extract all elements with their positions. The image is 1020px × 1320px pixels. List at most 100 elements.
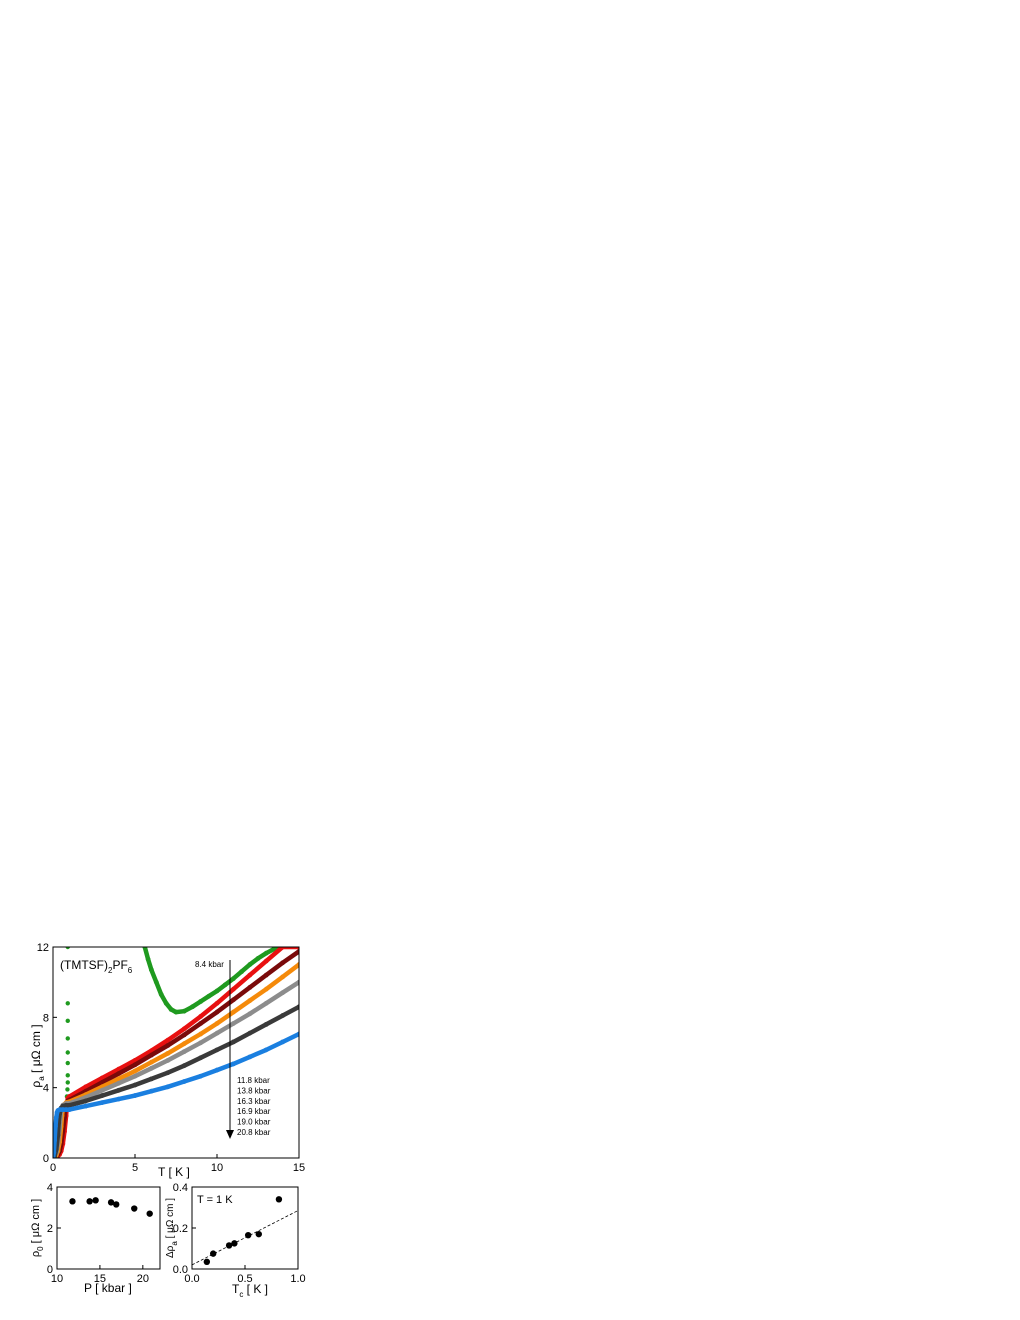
series-0-point [142,947,148,950]
series-4-point [165,1050,171,1056]
series-2-point [198,1014,204,1019]
series-0-point [153,979,159,985]
bl-x-axis-label: P [ kbar ] [84,1281,132,1295]
series-0-point [168,1007,174,1012]
br-y-ticks: 0.0 0.2 0.4 [173,1182,196,1276]
series-1-point [65,1050,70,1055]
series-1-point [65,947,70,950]
series-0-point [206,993,212,999]
series-2-point [231,986,236,992]
main-y-ticks: 0 4 8 12 [37,942,57,1165]
series-7-point [53,1115,59,1120]
series-6-point [67,1102,72,1108]
y-tick-label: 0 [47,1264,53,1276]
series-0-point [247,962,253,967]
series-3-point [181,1032,187,1038]
series-6-point [116,1087,121,1093]
series-5-point [116,1080,121,1086]
series-5-point [132,1073,138,1079]
series-2-point [165,1037,171,1043]
series-3-point [198,1021,204,1026]
main-series-group [53,947,299,1158]
bl-y-axis-label: ρ0 [ μΩ cm ] [30,1199,45,1257]
legend-entry: 20.8 kbar [237,1128,271,1137]
bl-x-ticks: 10 15 20 [51,1265,149,1285]
series-2-point [181,1026,187,1032]
series-7-point [67,1107,72,1113]
bl-data-point [86,1198,93,1205]
br-data-point [244,1231,252,1239]
series-2-point [83,1084,89,1090]
series-1-point [65,1073,70,1078]
series-7-point [181,1079,187,1084]
series-1-point [65,1080,70,1085]
series-0-point [239,969,245,975]
series-0-point [163,1000,169,1006]
series-1-point [65,1018,70,1024]
delta-rho-vs-tc-chart: 0.0 0.5 1.0 0.0 0.2 0.4 T = 1 K Tc [ K ] Δρa… [165,1182,306,1299]
series-6-point [99,1093,105,1098]
br-data-point [275,1196,283,1203]
series-4-point [181,1041,187,1047]
series-7-point [198,1073,204,1079]
series-2-point [280,947,285,950]
x-tick-label: 0 [50,1162,56,1174]
br-y-axis-label: Δρa [ μΩ cm ] [165,1198,179,1258]
series-7-point [57,1107,62,1113]
series-3-point [165,1043,171,1048]
br-fit-line-group [192,1210,298,1266]
series-6-point [63,1102,69,1108]
series-7-point [247,1054,253,1060]
series-5-point [296,979,299,985]
series-4-point [132,1068,138,1074]
series-5-point [149,1065,154,1071]
y-tick-label: 0.4 [173,1182,188,1194]
legend-entry: 11.8 kbar [237,1076,270,1085]
br-data-point [255,1230,262,1238]
series-1-point [65,1001,70,1006]
arrow-top-label: 8.4 kbar [195,960,224,969]
main-x-ticks: 0 5 10 15 [50,1154,305,1174]
series-5-point [263,1000,269,1006]
series-3-point [116,1071,121,1076]
br-data-point [203,1258,211,1266]
series-4-point [149,1059,154,1065]
series-4-point [214,1021,220,1026]
series-0-point [198,999,204,1004]
bl-data-point [146,1210,153,1217]
series-3-point [99,1079,105,1085]
series-0-point [214,988,220,994]
series-7-point [53,1155,56,1158]
series-0-point [190,1004,195,1010]
series-4-point [198,1031,204,1037]
series-7-point [99,1100,105,1106]
rho0-vs-pressure-chart: 10 15 20 0 2 4 P [ kbar ] ρ0 [ μΩ cm ] [30,1182,161,1295]
series-6-point [263,1021,269,1027]
series-3-point [149,1052,154,1058]
series-6-point [247,1030,253,1036]
series-7-point [132,1093,138,1098]
legend-entry: 16.3 kbar [237,1097,271,1106]
br-points [203,1196,283,1266]
main-chart: 0 5 10 15 0 4 8 12 (TMTSF)2PF6 T [ K ] ρa [ μΩ… [29,942,305,1179]
series-6-point [231,1039,236,1045]
series-6-point [132,1082,138,1088]
main-x-axis-label: T [ K ] [158,1165,190,1179]
x-tick-label: 1.0 [290,1273,305,1285]
series-0-point [255,956,261,961]
series-4-point [116,1076,121,1082]
series-0-point [149,967,154,973]
bl-points [69,1197,153,1217]
y-tick-label: 4 [43,1083,49,1095]
series-3-point [132,1062,138,1068]
series-6-point [165,1070,171,1076]
br-annotation: T = 1 K [197,1194,233,1206]
series-0-point [231,976,236,982]
series-7-point [53,1138,58,1143]
series-7-point [280,1039,285,1045]
series-7-point [53,1123,58,1129]
series-7-point [263,1047,269,1053]
br-data-point [225,1242,233,1249]
series-0-point [145,956,151,962]
x-tick-label: 20 [137,1273,149,1285]
